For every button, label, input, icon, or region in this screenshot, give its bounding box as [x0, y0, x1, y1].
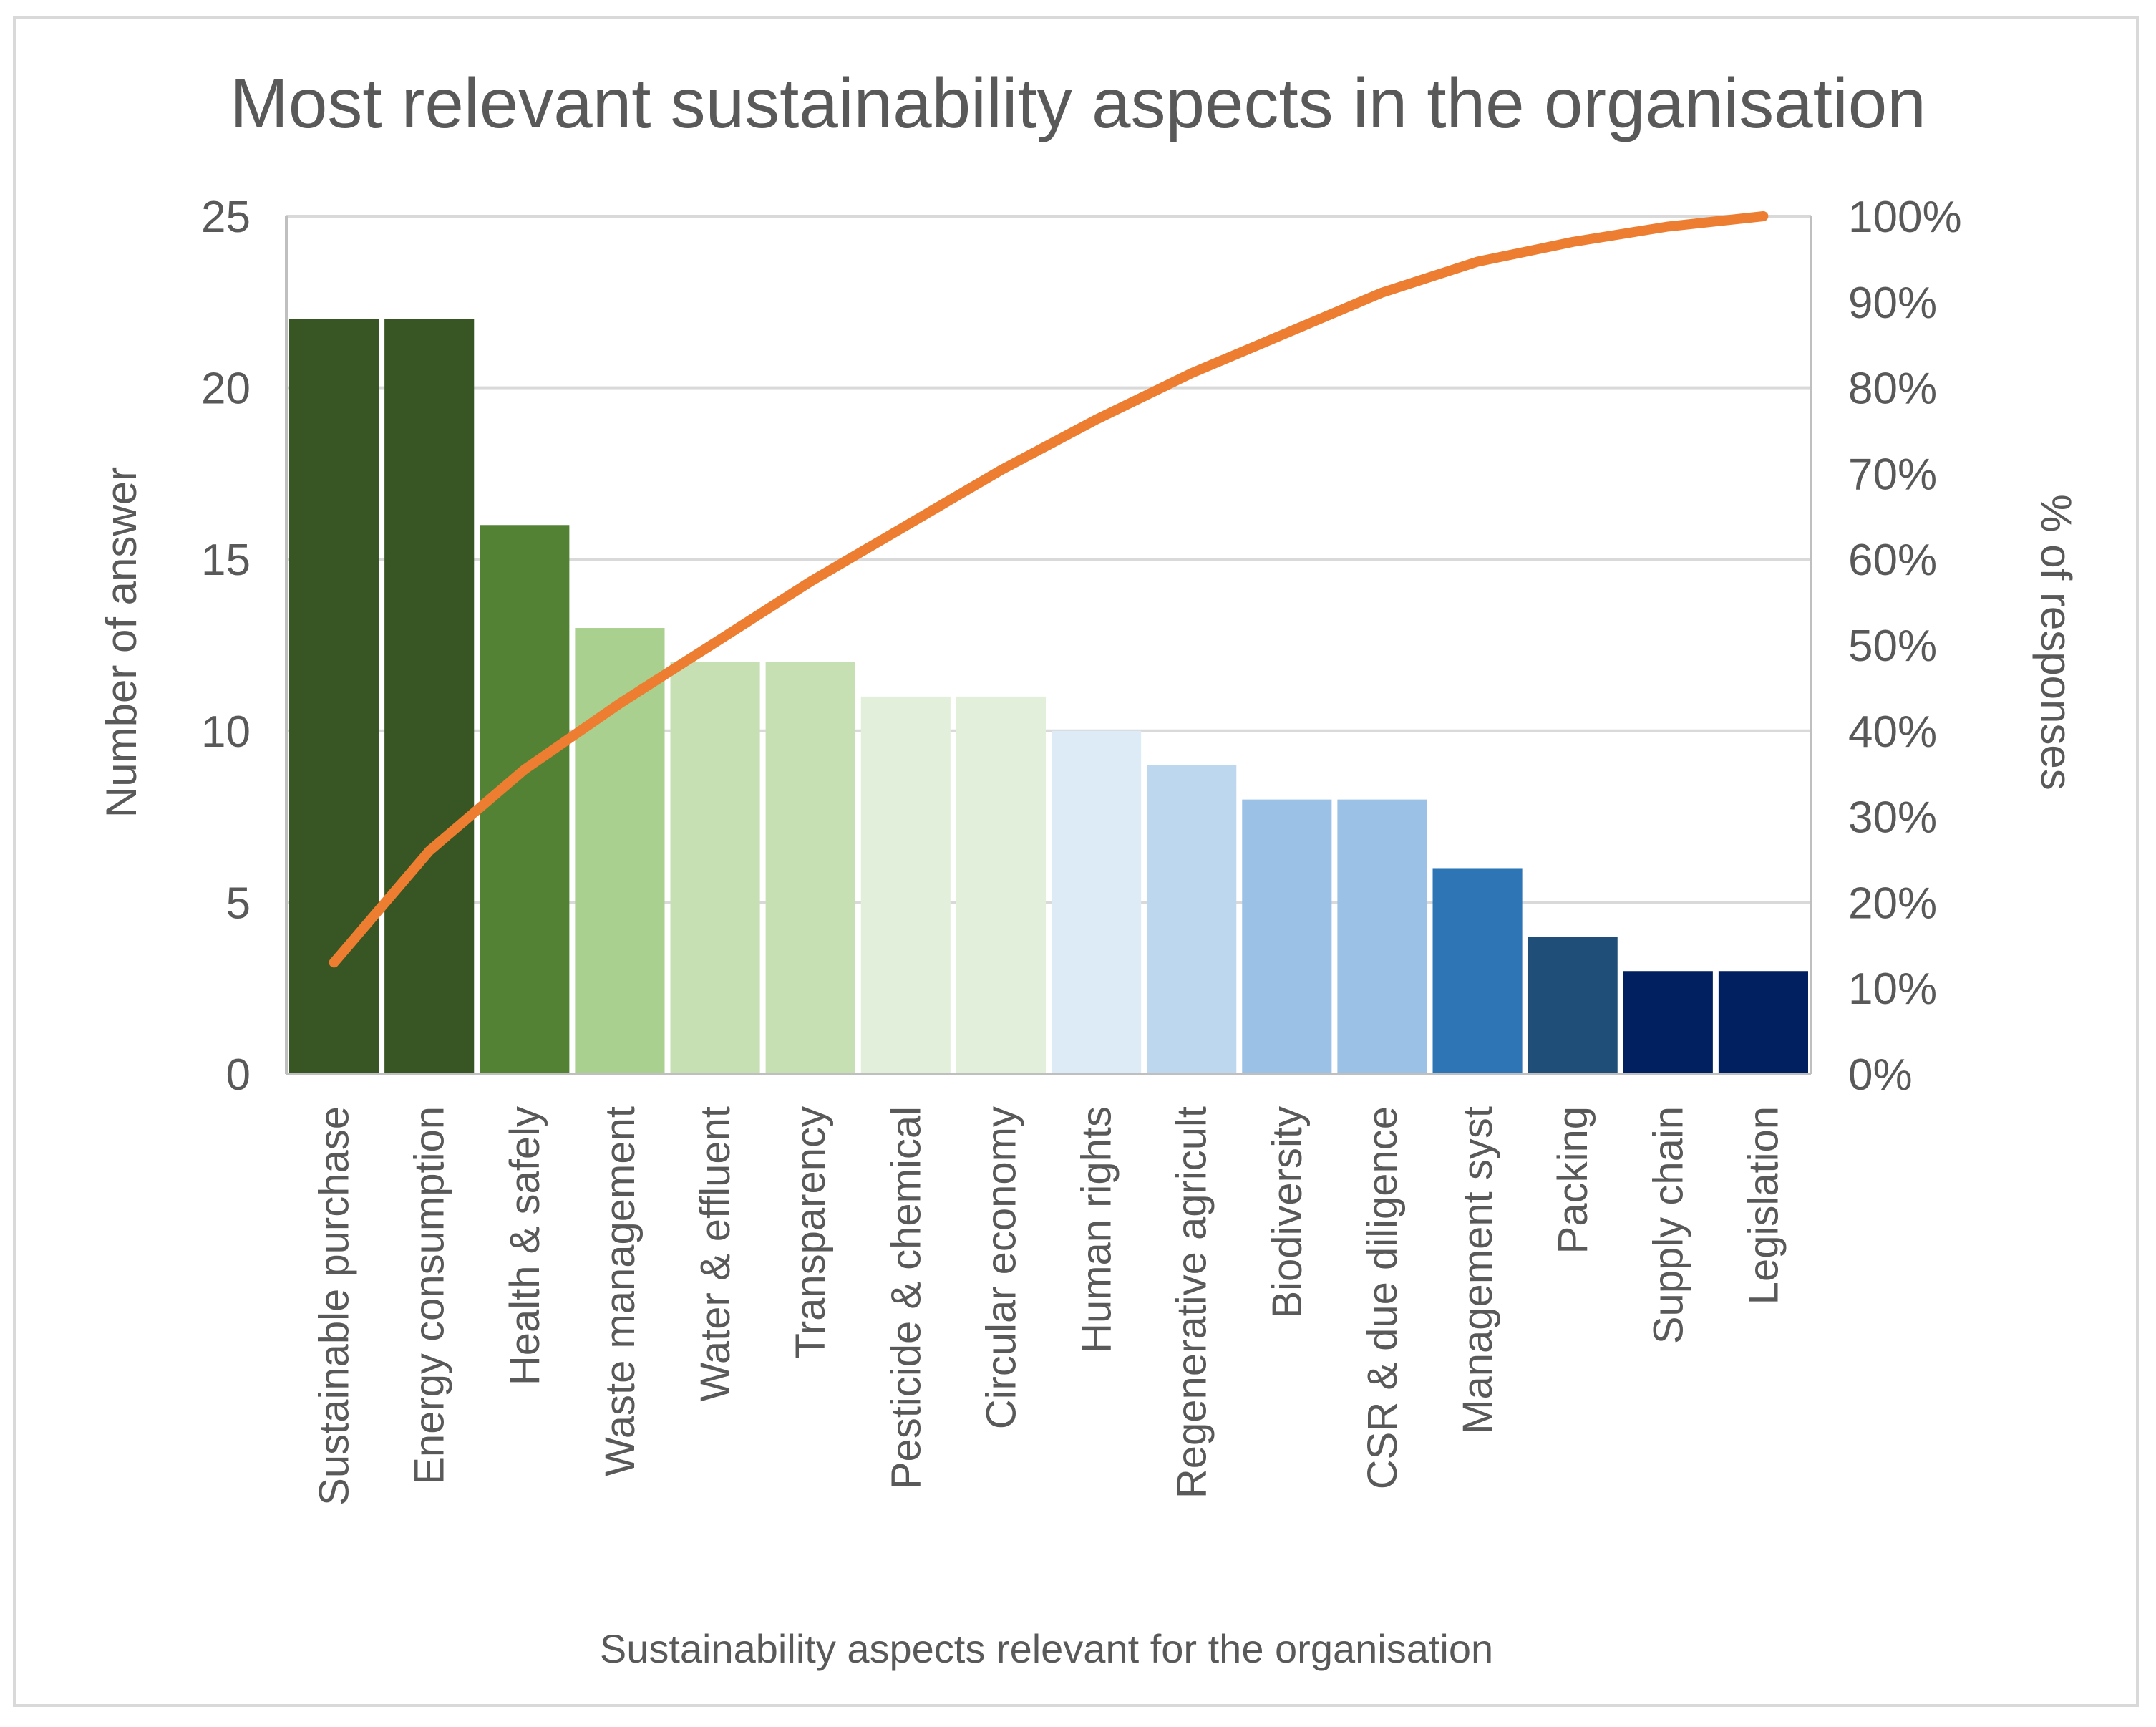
- y2-axis-ticks: 0% 10% 20% 30% 40% 50% 60% 70% 80% 90% 100%: [1848, 193, 1962, 1100]
- x-tick-label: Biodiversity: [1264, 1106, 1311, 1319]
- x-tick-label: Packing: [1550, 1106, 1596, 1254]
- x-tick-label: Waste management: [597, 1106, 644, 1476]
- y-tick-label: 20: [201, 364, 251, 414]
- y2-tick-label: 40%: [1848, 707, 1937, 757]
- x-tick-label: Transparency: [787, 1106, 834, 1358]
- x-tick-label: Circular economy: [978, 1106, 1024, 1429]
- bar: [1337, 799, 1427, 1074]
- x-tick-label: Pesticide & chemical: [883, 1106, 929, 1489]
- bar: [1528, 937, 1618, 1074]
- y-axis-label: Number of answer: [97, 467, 145, 818]
- axes: [285, 216, 1812, 1075]
- x-tick-label: Human rights: [1074, 1106, 1120, 1353]
- bar: [670, 662, 760, 1074]
- x-axis-ticks: Sustainable purchase Energy consumption He…: [311, 1106, 1787, 1506]
- y-tick-label: 0: [226, 1050, 251, 1100]
- x-tick-label: Water & effluent: [692, 1106, 739, 1402]
- bar: [1147, 765, 1237, 1074]
- x-tick-label: Regenerative agricult: [1169, 1106, 1215, 1499]
- x-tick-label: Supply chain: [1645, 1106, 1691, 1344]
- y2-tick-label: 10%: [1848, 964, 1937, 1014]
- y-axis-ticks: 0 5 10 15 20 25: [201, 193, 251, 1100]
- y2-tick-label: 20%: [1848, 879, 1937, 928]
- bar: [1718, 971, 1808, 1074]
- bar: [765, 662, 855, 1074]
- chart-title: Most relevant sustainability aspects in …: [230, 64, 1926, 142]
- y2-axis-label: % of responses: [2032, 494, 2080, 790]
- x-tick-label: Energy consumption: [407, 1106, 453, 1485]
- x-tick-label: Legislation: [1740, 1106, 1787, 1305]
- y2-tick-label: 70%: [1848, 450, 1937, 499]
- x-tick-label: CSR & due diligence: [1359, 1106, 1406, 1489]
- bar: [956, 696, 1046, 1074]
- y2-tick-label: 30%: [1848, 793, 1937, 843]
- bar: [1242, 799, 1332, 1074]
- bar: [1052, 730, 1142, 1074]
- y2-tick-label: 50%: [1848, 621, 1937, 671]
- y-tick-label: 5: [226, 879, 251, 928]
- y2-tick-label: 100%: [1848, 193, 1962, 242]
- cumulative-line: [329, 211, 1769, 968]
- x-tick-label: Management syst: [1455, 1106, 1501, 1434]
- y-tick-label: 15: [201, 536, 251, 585]
- y2-tick-label: 90%: [1848, 279, 1937, 328]
- y2-tick-label: 60%: [1848, 536, 1937, 585]
- bar: [384, 319, 475, 1074]
- bar: [289, 319, 379, 1074]
- bar: [1623, 971, 1713, 1074]
- cumulative-line-layer: [329, 211, 1769, 968]
- y-tick-label: 10: [201, 707, 251, 757]
- bar: [860, 696, 951, 1074]
- y2-tick-label: 80%: [1848, 364, 1937, 414]
- bars: [289, 319, 1808, 1074]
- x-tick-label: Health & safely: [502, 1106, 548, 1385]
- x-axis-label: Sustainability aspects relevant for the …: [600, 1626, 1493, 1671]
- y2-tick-label: 0%: [1848, 1050, 1913, 1100]
- x-tick-label: Sustainable purchase: [311, 1106, 358, 1506]
- bar: [575, 628, 665, 1074]
- y-tick-label: 25: [201, 193, 251, 242]
- bar: [1432, 868, 1523, 1074]
